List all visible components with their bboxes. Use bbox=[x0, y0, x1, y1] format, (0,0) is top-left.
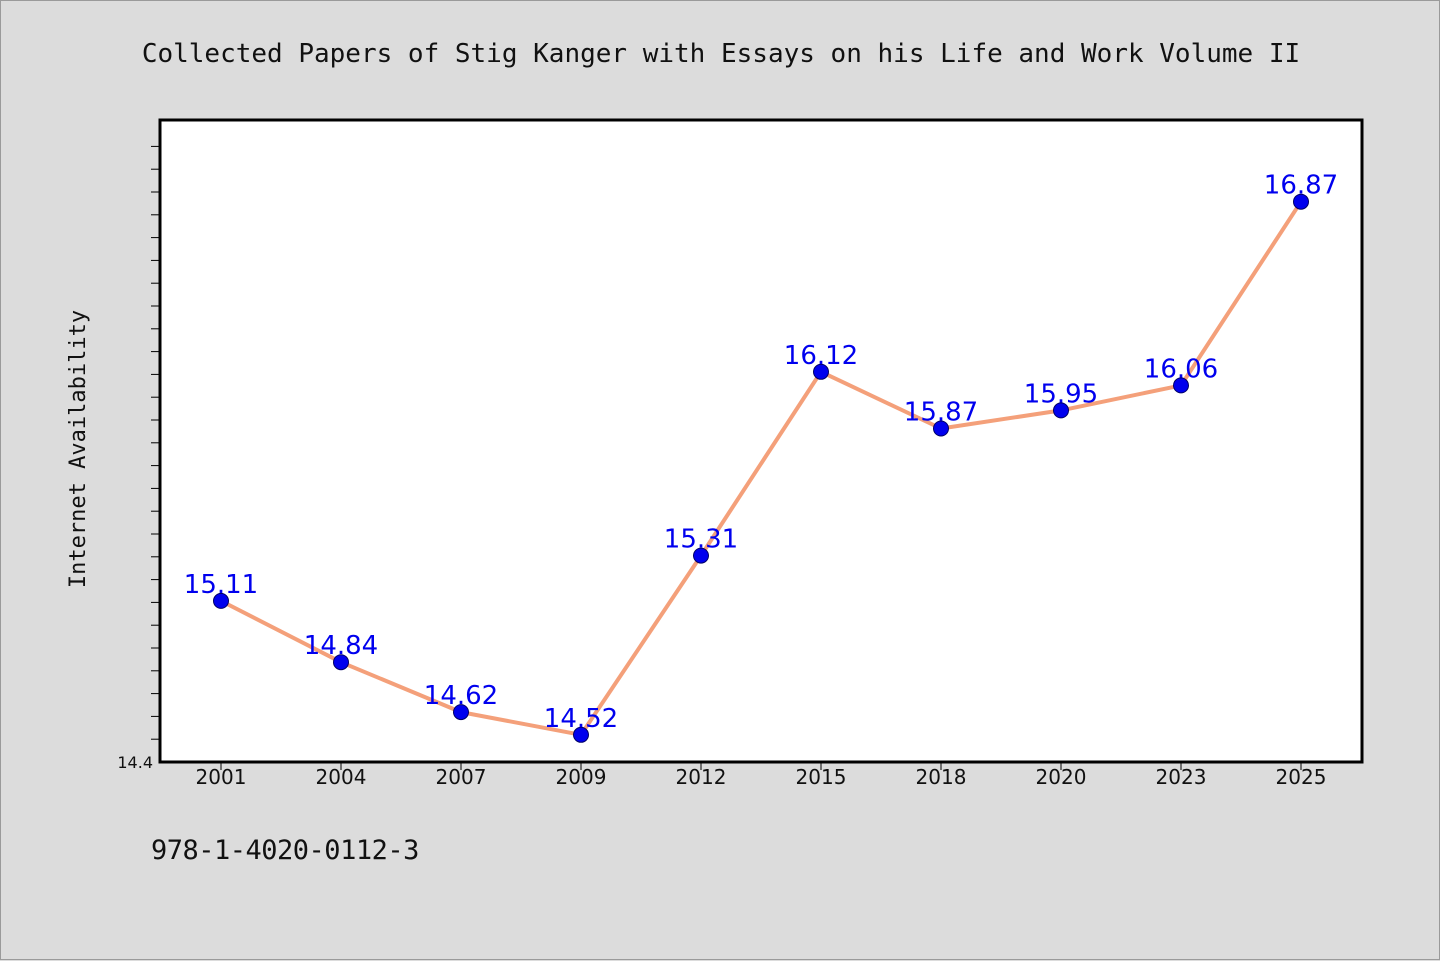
data-label: 15.11 bbox=[184, 570, 258, 600]
data-point-marker bbox=[1053, 402, 1069, 419]
data-labels: 15.11 14.84 14.62 14.52 15.31 16.12 15.87 15.95… bbox=[184, 171, 1338, 734]
y-axis-label: Internet Availability bbox=[66, 310, 91, 588]
x-tick-label: 2001 bbox=[196, 765, 247, 789]
data-label: 16.12 bbox=[784, 341, 858, 371]
x-tick-label: 2004 bbox=[316, 765, 367, 789]
series-markers bbox=[213, 193, 1309, 743]
data-label: 14.84 bbox=[304, 631, 378, 661]
x-tick-label: 2023 bbox=[1156, 765, 1207, 789]
x-tick-label: 2020 bbox=[1036, 765, 1087, 789]
data-point-marker bbox=[453, 704, 469, 721]
chart-title: Collected Papers of Stig Kanger with Ess… bbox=[142, 39, 1300, 69]
data-point-marker bbox=[813, 363, 829, 380]
x-tick-label: 2025 bbox=[1276, 765, 1327, 789]
data-point-marker bbox=[213, 592, 229, 609]
plot-area bbox=[158, 118, 1364, 764]
data-label: 15.87 bbox=[904, 398, 978, 428]
data-point-marker bbox=[693, 547, 709, 564]
x-tick-label: 2009 bbox=[556, 765, 607, 789]
series-line bbox=[219, 199, 1303, 737]
data-label: 15.95 bbox=[1024, 379, 1098, 409]
series-line-group bbox=[219, 199, 1303, 737]
data-label: 14.52 bbox=[544, 704, 618, 734]
x-tick-label: 2007 bbox=[436, 765, 487, 789]
x-tick-label: 2018 bbox=[916, 765, 967, 789]
data-point-marker bbox=[933, 420, 949, 437]
data-label: 15.31 bbox=[664, 525, 738, 555]
y-axis-ticks bbox=[151, 145, 159, 740]
isbn-text: 978-1-4020-0112-3 bbox=[151, 835, 419, 866]
data-point-marker bbox=[333, 654, 349, 671]
x-tick-label: 2015 bbox=[796, 765, 847, 789]
data-point-marker bbox=[573, 726, 589, 743]
x-tick-label: 2012 bbox=[676, 765, 727, 789]
data-point-marker bbox=[1173, 377, 1189, 394]
data-point-marker bbox=[1293, 193, 1309, 210]
y-tick-label: 14.4 bbox=[117, 753, 153, 772]
data-label: 14.62 bbox=[424, 681, 498, 711]
data-label: 16.06 bbox=[1144, 354, 1218, 384]
x-axis-ticks: 2001 2004 2007 2009 2012 2015 2018 2020 2023 2025 bbox=[196, 763, 1327, 789]
data-label: 16.87 bbox=[1264, 171, 1338, 201]
